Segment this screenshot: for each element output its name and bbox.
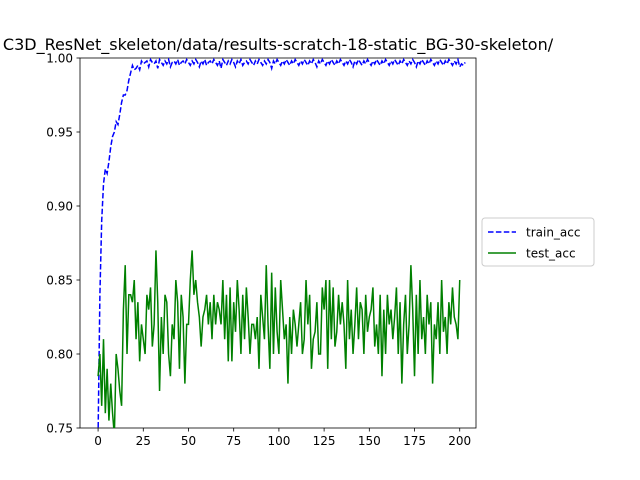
x-tick-label: 150 [358, 434, 381, 448]
series-line-train-acc [97, 58, 466, 428]
x-tick-label: 0 [94, 434, 102, 448]
plot-area: 0 25 50 75 100 125 150 175 200 0.75 0.80 0.85 0.90 0.… [46, 52, 477, 448]
x-tick-label: 25 [136, 434, 151, 448]
legend-box [481, 217, 595, 267]
chart-title: C3D_ResNet_skeleton/data/results-scratch… [3, 35, 554, 55]
y-tick-label: 0.75 [46, 422, 73, 436]
y-tick-label: 0.85 [46, 274, 73, 288]
x-tick-label: 50 [181, 434, 196, 448]
y-tick-label: 0.90 [46, 200, 73, 214]
legend-label-test-acc: test_acc [526, 247, 576, 261]
y-tick-label: 0.95 [46, 126, 73, 140]
axes-frame [79, 57, 477, 429]
y-tick-label: 0.80 [46, 348, 73, 362]
x-tick-label: 75 [226, 434, 241, 448]
legend: train_acc test_acc [481, 217, 595, 267]
series-lines [97, 58, 466, 428]
x-tick-label: 200 [448, 434, 471, 448]
x-tick-label: 100 [267, 434, 290, 448]
legend-label-train-acc: train_acc [526, 226, 580, 240]
y-tick-label: 1.00 [46, 52, 73, 66]
x-tick-label: 175 [403, 434, 426, 448]
x-tick-label: 125 [313, 434, 336, 448]
series-line-test-acc [97, 250, 461, 428]
